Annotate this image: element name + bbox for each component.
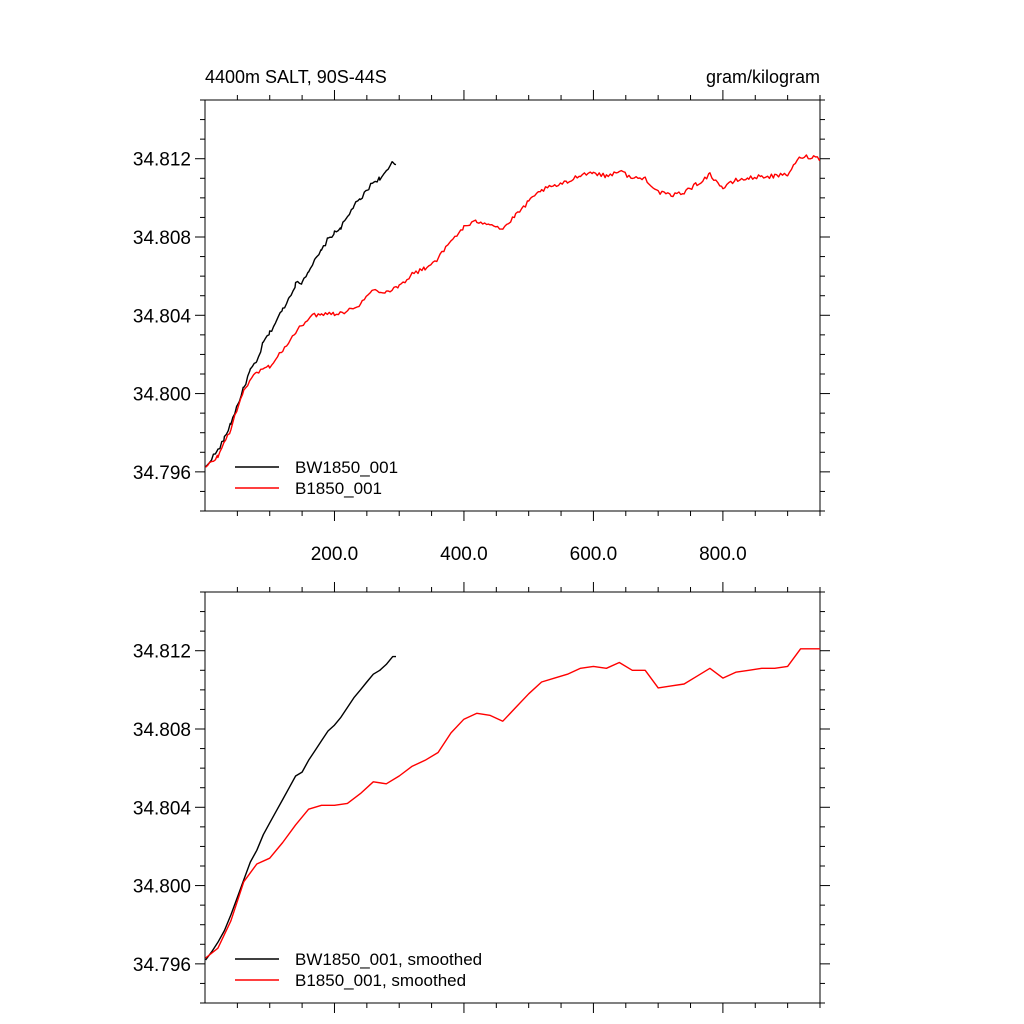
y-tick-label: 34.796 <box>133 955 191 976</box>
y-tick-label: 34.808 <box>133 228 191 249</box>
legend-label: BW1850_001 <box>295 458 398 477</box>
x-tick-label: 200.0 <box>311 544 359 565</box>
y-tick-label: 34.808 <box>133 720 191 741</box>
y-tick-label: 34.812 <box>133 150 191 171</box>
series-line-bw1850 <box>205 161 397 468</box>
y-tick-label: 34.804 <box>133 798 192 819</box>
legend-label: B1850_001 <box>295 479 382 498</box>
y-tick-label: 34.804 <box>133 306 192 327</box>
series-line-bw1850 <box>205 655 396 961</box>
plot-frame <box>204 99 821 512</box>
x-tick-label: 800.0 <box>699 544 747 565</box>
y-tick-label: 34.796 <box>133 463 191 484</box>
y-tick-label: 34.800 <box>133 385 191 406</box>
legend-label: B1850_001, smoothed <box>295 971 466 990</box>
x-tick-label: 400.0 <box>440 544 488 565</box>
series-line-b1850 <box>205 154 820 468</box>
bottom-panel: 34.796 34.800 34.804 34.808 34.812 BW1850_001… <box>133 582 830 1013</box>
chart-units: gram/kilogram <box>706 67 820 87</box>
top-panel: 34.796 34.800 34.804 34.808 34.812 200.0 400.0… <box>133 67 830 565</box>
x-tick-label: 600.0 <box>570 544 618 565</box>
y-tick-label: 34.800 <box>133 877 191 898</box>
plot-frame <box>204 591 821 1004</box>
series-line-b1850 <box>205 648 820 959</box>
y-tick-label: 34.812 <box>133 642 191 663</box>
chart-title: 4400m SALT, 90S-44S <box>205 67 387 87</box>
legend-label: BW1850_001, smoothed <box>295 950 482 969</box>
